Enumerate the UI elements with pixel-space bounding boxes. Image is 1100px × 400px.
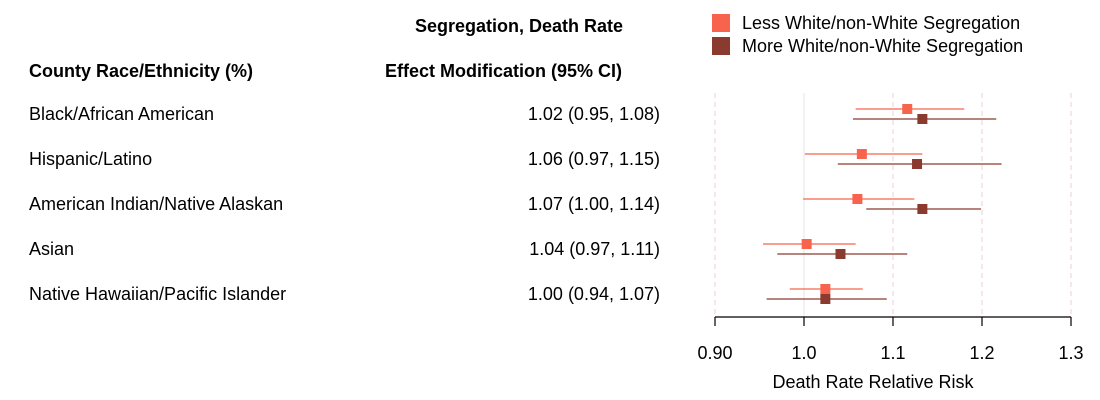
point-estimate: [820, 294, 831, 304]
point-estimate: [917, 204, 928, 214]
x-axis-title: Death Rate Relative Risk: [772, 372, 974, 392]
row-label: Native Hawaiian/Pacific Islander: [29, 284, 287, 304]
column-header-race: County Race/Ethnicity (%): [29, 61, 254, 81]
row-label: Hispanic/Latino: [29, 149, 153, 169]
point-estimate: [801, 239, 812, 249]
x-tick-label: 1.2: [969, 343, 994, 363]
row-estimate: 1.00 (0.94, 1.07): [527, 284, 660, 304]
legend-item-less: Less White/non-White Segregation: [712, 13, 1020, 34]
row-label: American Indian/Native Alaskan: [29, 194, 284, 214]
legend-label-more: More White/non-White Segregation: [742, 36, 1024, 56]
column-header-effect-line1: Segregation, Death Rate: [415, 16, 624, 36]
x-tick-label: 1.1: [880, 343, 905, 363]
point-estimate: [917, 114, 928, 124]
point-estimate: [852, 194, 863, 204]
point-estimate: [820, 284, 831, 294]
row-estimate: 1.06 (0.97, 1.15): [527, 149, 660, 169]
row-estimate: 1.02 (0.95, 1.08): [527, 104, 660, 124]
legend-swatch-less: [712, 14, 730, 32]
x-tick-label: 1.0: [791, 343, 816, 363]
x-tick-label: 0.90: [697, 343, 732, 363]
legend-label-less: Less White/non-White Segregation: [742, 13, 1021, 33]
legend-item-more: More White/non-White Segregation: [712, 36, 1023, 57]
row-estimate: 1.04 (0.97, 1.11): [529, 239, 660, 259]
row-label: Asian: [29, 239, 75, 259]
row-label: Black/African American: [29, 104, 215, 124]
point-estimate: [902, 104, 913, 114]
point-estimate: [835, 249, 846, 259]
legend-swatch-more: [712, 37, 730, 55]
point-estimate: [912, 159, 923, 169]
x-tick-label: 1.3: [1058, 343, 1083, 363]
point-estimate: [856, 149, 867, 159]
column-header-effect-line2: Effect Modification (95% CI): [385, 61, 623, 81]
row-estimate: 1.07 (1.00, 1.14): [527, 194, 660, 214]
